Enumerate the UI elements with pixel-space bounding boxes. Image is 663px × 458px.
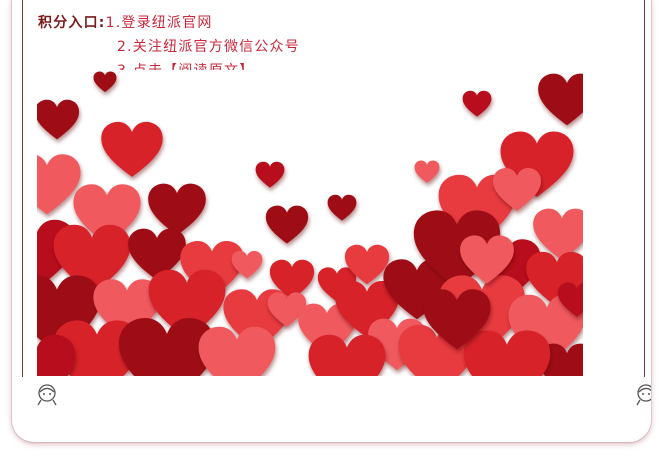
step-2-text: 2.关注纽派官方微信公众号 <box>117 39 300 55</box>
hearts-image <box>37 70 583 376</box>
heart-shape <box>463 330 551 376</box>
heart-shape <box>37 99 80 140</box>
heart-shape <box>93 71 117 93</box>
points-entry-line-1: 积分入口:1.登录纽派官网 <box>38 13 213 33</box>
heart-shape <box>101 121 163 177</box>
heart-shape <box>327 194 357 221</box>
heart-shape <box>255 161 285 188</box>
mascot-face-icon <box>37 384 57 406</box>
heart-shape <box>462 90 492 117</box>
heart-shape <box>414 160 440 183</box>
frame-line-left <box>22 0 23 377</box>
heart-shape <box>538 73 583 126</box>
content-card: 积分入口:1.登录纽派官网 2.关注纽派官方微信公众号 3.点击【阅读原文】 <box>12 0 651 442</box>
hearts-illustration <box>37 71 583 376</box>
heart-shape <box>265 205 309 244</box>
mascot-face-icon <box>636 384 651 406</box>
heart-shape <box>308 334 386 376</box>
heart-shape <box>198 326 276 376</box>
heart-shape <box>148 183 206 236</box>
points-entry-label: 积分入口: <box>38 15 106 31</box>
heart-shape <box>37 334 76 376</box>
frame-line-right <box>644 0 645 377</box>
step-1-text: 1.登录纽派官网 <box>105 15 213 31</box>
